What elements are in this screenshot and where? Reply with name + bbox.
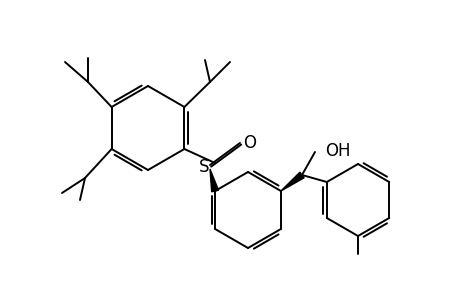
Polygon shape bbox=[210, 169, 218, 192]
Text: S: S bbox=[198, 158, 209, 176]
Text: O: O bbox=[243, 134, 256, 152]
Polygon shape bbox=[280, 172, 303, 191]
Text: OH: OH bbox=[325, 142, 350, 160]
